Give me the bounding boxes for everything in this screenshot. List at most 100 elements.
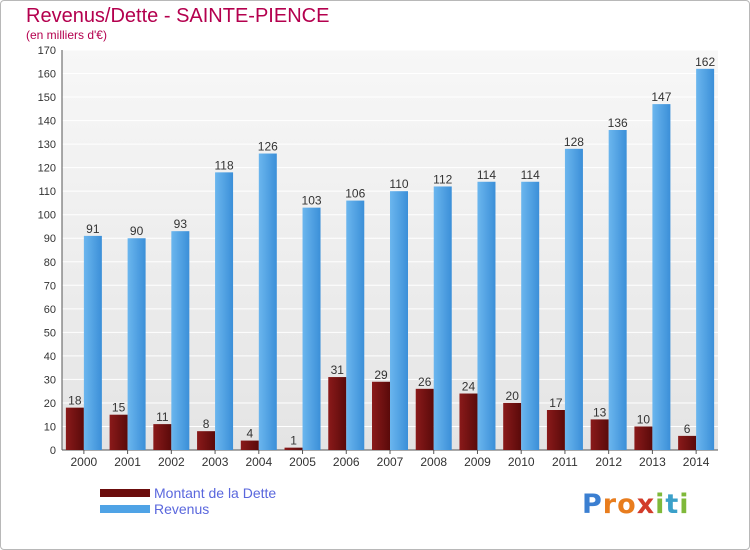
x-tick-label: 2004 (245, 455, 272, 469)
data-label-dette: 13 (593, 405, 607, 419)
bar-dette (459, 393, 478, 450)
y-tick-label: 110 (38, 186, 56, 198)
legend-swatch-dette (100, 489, 150, 497)
bar-revenus (433, 186, 452, 450)
logo-letter: o (617, 489, 637, 520)
logo-letter: i (655, 489, 666, 520)
data-label-dette: 18 (68, 394, 82, 408)
data-label-dette: 10 (637, 412, 651, 426)
x-tick-label: 2002 (158, 455, 185, 469)
data-label-revenus: 147 (651, 90, 671, 104)
x-tick-label: 2010 (508, 455, 535, 469)
bar-revenus (302, 207, 321, 450)
bar-revenus (608, 130, 627, 450)
y-tick-label: 10 (44, 421, 56, 433)
data-label-dette: 20 (506, 389, 520, 403)
x-tick-label: 2014 (683, 455, 710, 469)
chart-subtitle: (en milliers d'€) (26, 28, 107, 42)
data-label-revenus: 114 (521, 168, 540, 182)
bar-dette (109, 414, 128, 450)
data-label-dette: 1 (290, 434, 297, 448)
y-tick-label: 100 (38, 210, 56, 222)
data-label-revenus: 128 (564, 135, 584, 149)
data-label-revenus: 112 (433, 172, 452, 186)
data-label-revenus: 162 (695, 55, 715, 69)
y-tick-label: 70 (44, 280, 56, 292)
bar-revenus (171, 231, 190, 450)
data-label-dette: 15 (112, 401, 126, 415)
data-label-dette: 11 (156, 410, 169, 424)
y-tick-label: 60 (44, 304, 56, 316)
data-label-dette: 4 (246, 427, 253, 441)
x-tick-label: 2000 (71, 455, 98, 469)
proxiti-logo: Proxiti (582, 489, 690, 520)
bar-revenus (127, 238, 146, 450)
data-label-revenus: 126 (258, 140, 278, 154)
x-tick-label: 2005 (289, 455, 316, 469)
data-label-revenus: 110 (389, 177, 408, 191)
logo-letter: t (665, 489, 680, 520)
bar-dette (590, 419, 609, 450)
data-label-revenus: 93 (174, 217, 188, 231)
bar-dette (503, 402, 522, 450)
bar-dette (65, 407, 84, 450)
y-tick-label: 0 (50, 445, 56, 457)
bar-dette (153, 424, 172, 450)
bar-dette (415, 388, 434, 450)
bar-revenus (390, 191, 408, 451)
y-tick-label: 50 (44, 327, 56, 339)
x-tick-label: 2001 (114, 455, 141, 469)
bar-revenus (346, 200, 365, 450)
legend-label-dette: Montant de la Dette (154, 485, 277, 501)
bar-dette (678, 435, 697, 450)
x-tick-label: 2008 (420, 455, 447, 469)
bar-dette (546, 410, 565, 450)
y-tick-label: 30 (44, 374, 56, 386)
x-tick-label: 2003 (202, 455, 229, 469)
bar-revenus (477, 181, 496, 450)
y-tick-label: 20 (44, 398, 56, 410)
data-label-revenus: 136 (608, 116, 628, 130)
bar-dette (328, 377, 347, 450)
x-tick-label: 2007 (377, 455, 404, 469)
bar-dette (634, 426, 653, 450)
logo-letter: r (602, 489, 618, 520)
data-label-revenus: 118 (214, 158, 233, 172)
bar-revenus (564, 148, 583, 450)
logo-letter: P (582, 489, 603, 520)
bar-dette (240, 440, 259, 450)
bar-dette (284, 447, 303, 450)
x-tick-label: 2009 (464, 455, 491, 469)
data-label-dette: 24 (462, 380, 476, 394)
data-label-revenus: 90 (130, 224, 144, 238)
logo-letter: x (636, 489, 656, 520)
bar-revenus (83, 235, 102, 450)
x-tick-label: 2012 (595, 455, 622, 469)
chart-title: Revenus/Dette - SAINTE-PIENCE (26, 5, 330, 27)
y-tick-label: 120 (38, 163, 56, 175)
data-label-dette: 8 (203, 417, 210, 431)
logo-letter: i (679, 489, 690, 520)
y-tick-label: 80 (44, 257, 56, 269)
data-label-revenus: 103 (302, 194, 322, 208)
bar-dette (372, 381, 390, 450)
x-tick-label: 2006 (333, 455, 360, 469)
bar-revenus (696, 68, 715, 450)
y-tick-label: 140 (38, 116, 56, 128)
bar-revenus (652, 104, 671, 450)
data-label-dette: 17 (549, 396, 563, 410)
y-tick-label: 40 (44, 351, 56, 363)
legend-label-revenus: Revenus (154, 501, 210, 517)
data-label-revenus: 91 (86, 222, 100, 236)
y-tick-label: 130 (38, 139, 56, 151)
legend-swatch-revenus (100, 505, 150, 513)
data-label-dette: 29 (374, 368, 388, 382)
y-tick-label: 170 (38, 45, 56, 57)
x-tick-label: 2011 (552, 455, 578, 469)
data-label-dette: 26 (418, 375, 432, 389)
bar-dette (197, 431, 216, 450)
bar-revenus (521, 181, 540, 450)
data-label-dette: 6 (684, 422, 691, 436)
y-tick-label: 90 (44, 233, 56, 245)
